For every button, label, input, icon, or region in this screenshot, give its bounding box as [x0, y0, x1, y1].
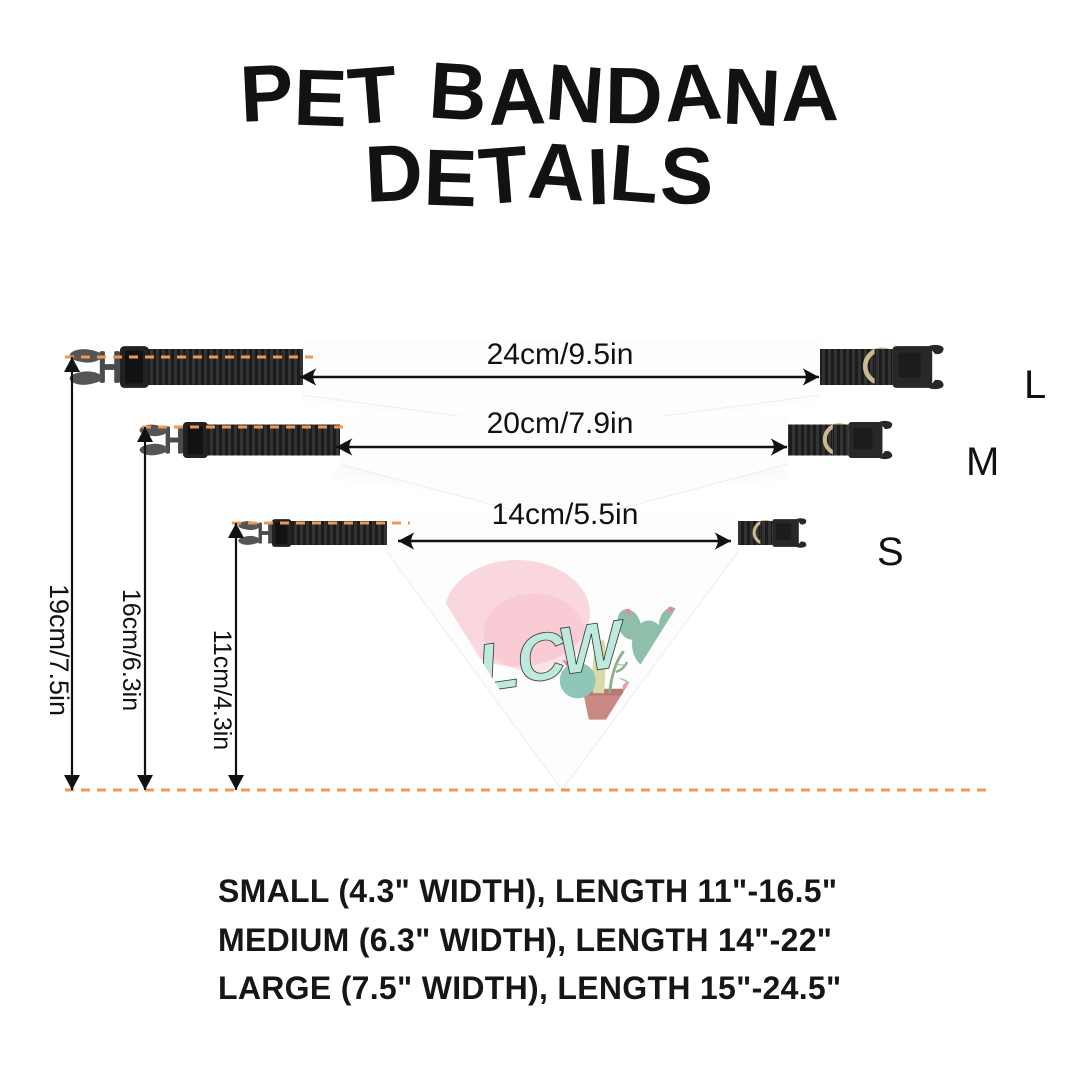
- svg-text:M: M: [966, 440, 999, 484]
- svg-text:L: L: [1024, 363, 1046, 407]
- svg-text:20cm/7.9in: 20cm/7.9in: [487, 407, 634, 440]
- svg-text:19cm/7.5in: 19cm/7.5in: [44, 584, 74, 716]
- svg-text:S: S: [877, 530, 904, 574]
- svg-text:11cm/4.3in: 11cm/4.3in: [208, 630, 236, 750]
- svg-text:14cm/5.5in: 14cm/5.5in: [492, 498, 639, 531]
- svg-text:24cm/9.5in: 24cm/9.5in: [487, 338, 634, 371]
- svg-text:16cm/6.3in: 16cm/6.3in: [117, 589, 145, 711]
